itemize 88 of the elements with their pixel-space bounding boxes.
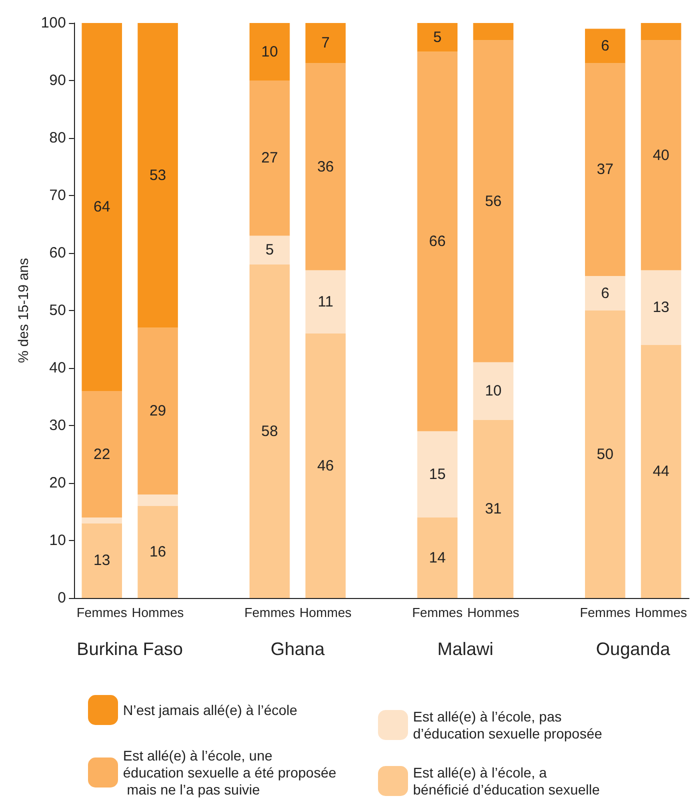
y-tick-label: 0 xyxy=(58,590,66,606)
data-label: 36 xyxy=(317,158,334,176)
bar xyxy=(305,23,346,64)
data-label: 58 xyxy=(261,422,278,440)
bar xyxy=(250,236,290,264)
bar xyxy=(82,523,122,598)
text: Ouganda xyxy=(596,639,672,659)
data-label: 10 xyxy=(484,382,502,400)
bar xyxy=(82,23,122,391)
bar xyxy=(640,23,682,40)
bar xyxy=(305,63,346,270)
bar xyxy=(138,23,178,328)
y-tick-label: 70 xyxy=(49,187,66,204)
bar xyxy=(473,362,514,420)
x-tick-label: Hommes xyxy=(132,605,184,620)
bar xyxy=(250,264,290,598)
x-tick-label: Hommes xyxy=(467,605,520,620)
bar xyxy=(250,23,290,80)
bar xyxy=(417,52,458,432)
y-axis-title: % des 15-19 ans xyxy=(15,258,31,364)
data-label: 5 xyxy=(265,242,274,259)
x-tick-label: Hommes xyxy=(300,605,352,620)
bar xyxy=(584,276,626,310)
legend-label: Est allé(e) à l’école, pas d’éducation sexuelle proposée xyxy=(413,708,602,742)
data-label: 31 xyxy=(484,500,502,518)
y-tick-label: 50 xyxy=(49,302,66,319)
x-tick-label: Femmes xyxy=(580,605,631,620)
bar xyxy=(82,518,122,524)
bar xyxy=(473,420,514,598)
bar xyxy=(417,23,458,52)
legend-label: N’est jamais allé(e) à l’école xyxy=(123,702,298,718)
x-tick-label: Femmes xyxy=(244,605,296,620)
bar xyxy=(584,310,626,598)
data-label: 16 xyxy=(149,544,166,560)
y-tick-label: 30 xyxy=(49,417,66,434)
data-label: 15 xyxy=(429,466,446,483)
y-tick-label: 90 xyxy=(49,72,66,89)
data-label: 27 xyxy=(261,150,278,167)
x-tick-label: Femmes xyxy=(76,605,128,620)
data-label: 7 xyxy=(321,34,330,52)
data-label: 40 xyxy=(652,146,670,164)
data-label: 56 xyxy=(484,192,502,210)
data-label: 5 xyxy=(433,28,442,46)
data-label: 13 xyxy=(94,552,110,570)
bar xyxy=(138,506,178,598)
data-label: 22 xyxy=(94,446,110,463)
data-label: 11 xyxy=(318,293,334,310)
y-tick-label: 80 xyxy=(49,130,66,146)
data-label: 10 xyxy=(261,43,278,60)
bar xyxy=(473,40,514,362)
bar xyxy=(584,63,626,276)
text: Burkina Faso xyxy=(76,639,183,659)
data-label: 6 xyxy=(600,284,610,302)
bar xyxy=(473,23,514,40)
data-label: 50 xyxy=(596,446,614,463)
y-tick-label: 100 xyxy=(40,14,66,32)
text: Ghana xyxy=(270,639,326,659)
data-label: 14 xyxy=(429,549,446,566)
y-tick-label: 40 xyxy=(49,360,66,376)
text: Malawi xyxy=(437,639,494,659)
bar xyxy=(82,391,122,518)
legend-label: Est allé(e) à l’école, a bénéficié d’éducation sexuelle xyxy=(413,764,600,798)
data-label: 37 xyxy=(596,161,614,178)
data-label: 29 xyxy=(149,402,166,420)
bar xyxy=(640,40,682,270)
bar xyxy=(584,28,626,64)
y-tick-label: 60 xyxy=(49,244,66,262)
bar xyxy=(417,518,458,598)
legend-label: Est allé(e) à l’école, une éducation sexuelle a été proposée mais ne l’a pas suivie xyxy=(123,748,336,798)
data-label: 6 xyxy=(600,38,610,54)
bar xyxy=(640,345,682,598)
bar xyxy=(417,431,458,518)
x-tick-label: Femmes xyxy=(412,605,464,620)
bar xyxy=(640,270,682,345)
bar xyxy=(250,80,290,236)
bar xyxy=(305,270,346,334)
y-tick-label: 20 xyxy=(49,474,66,492)
bar xyxy=(138,328,178,494)
data-label: 44 xyxy=(652,463,670,480)
x-tick-label: Hommes xyxy=(635,605,688,620)
bar xyxy=(305,334,346,598)
y-tick-label: 10 xyxy=(49,532,66,549)
data-label: 13 xyxy=(652,299,670,316)
data-label: 66 xyxy=(429,233,446,250)
data-label: 64 xyxy=(94,198,110,216)
data-label: 46 xyxy=(317,457,334,474)
bar xyxy=(138,494,178,506)
data-label: 53 xyxy=(149,166,166,184)
